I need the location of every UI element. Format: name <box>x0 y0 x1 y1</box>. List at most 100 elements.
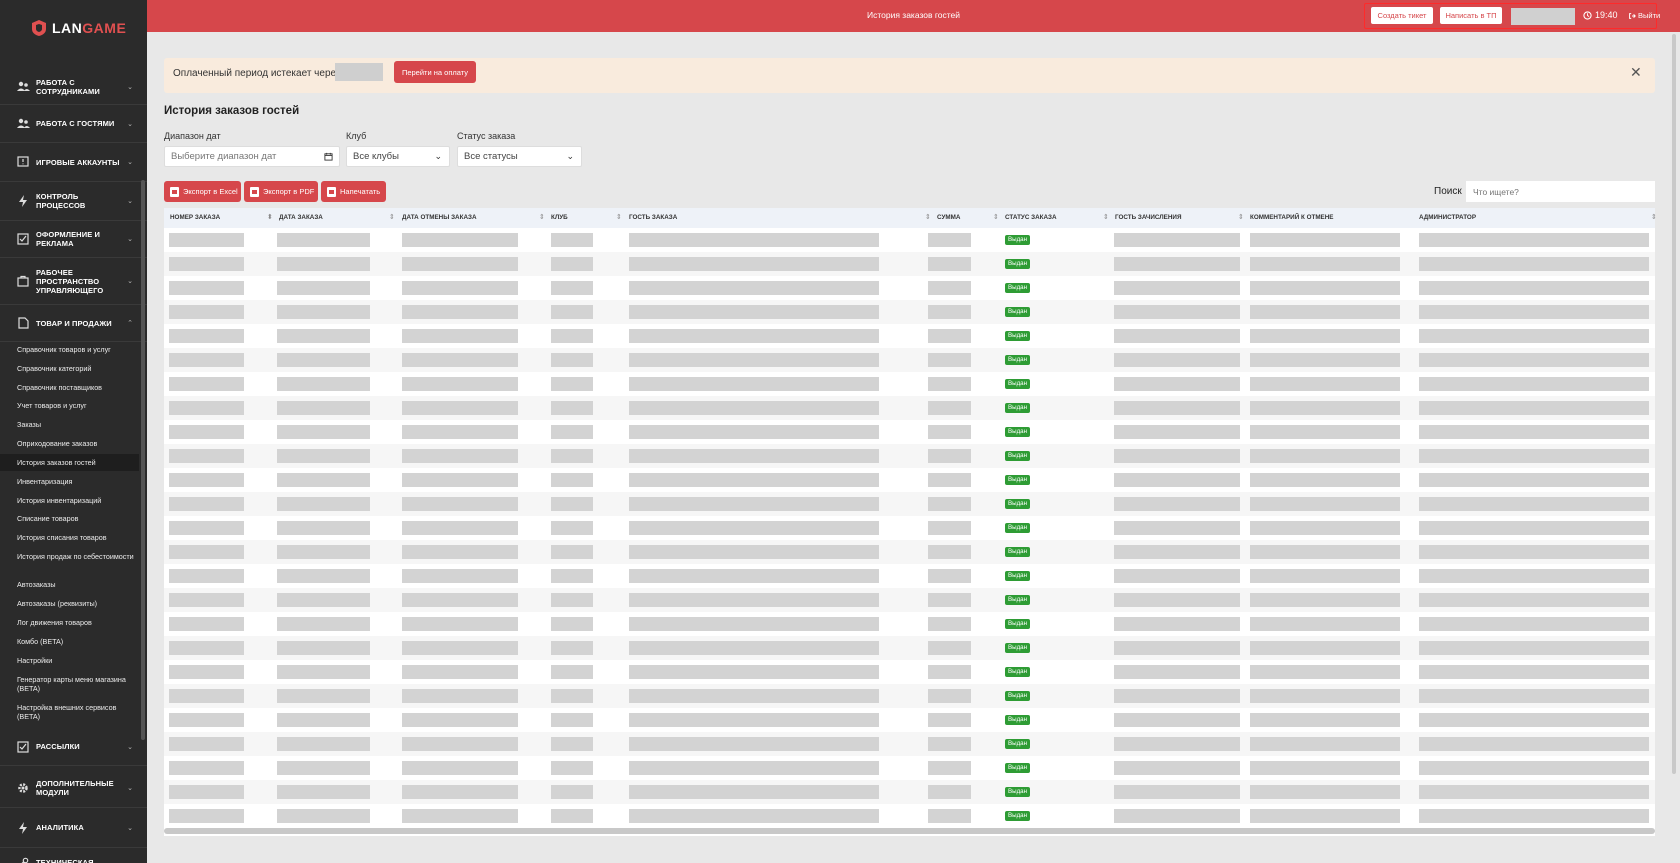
table-row[interactable]: Выдан <box>164 588 1655 612</box>
table-row[interactable]: Выдан <box>164 804 1655 828</box>
table-row[interactable]: Выдан <box>164 300 1655 324</box>
sidebar-subitem-13[interactable]: Автозаказы <box>17 580 56 589</box>
sidebar-subitem-5[interactable]: Заказы <box>17 420 42 429</box>
export-excel-button[interactable]: Экспорт в Excel <box>164 181 241 202</box>
sidebar-subitem-14[interactable]: Автозаказы (реквизиты) <box>17 599 98 608</box>
sidebar-subitem-3[interactable]: Справочник поставщиков <box>17 383 103 392</box>
sidebar-section-bottom-2[interactable]: Дополнительные модули ⌄ <box>0 768 147 808</box>
export-pdf-button[interactable]: Экспорт в PDF <box>244 181 318 202</box>
logo-text: LANGAME <box>52 20 127 36</box>
table-row[interactable]: Выдан <box>164 516 1655 540</box>
search-input[interactable] <box>1466 181 1655 202</box>
column-header-5[interactable]: Гость заказа <box>629 214 678 221</box>
table-row[interactable]: Выдан <box>164 708 1655 732</box>
sidebar-subitem-8[interactable]: Инвентаризация <box>17 477 73 486</box>
sidebar-subitem-4[interactable]: Учет товаров и услуг <box>17 401 87 410</box>
sidebar-section-3[interactable]: Игровые аккаунты ⌄ <box>0 143 147 182</box>
sort-icon[interactable]: ⇕ <box>925 214 931 221</box>
table-row[interactable]: Выдан <box>164 444 1655 468</box>
sidebar-subitem-9[interactable]: История инвентаризаций <box>17 496 102 505</box>
redacted-cell <box>928 521 971 535</box>
write-support-button[interactable]: Написать в ТП <box>1440 7 1502 24</box>
sidebar-section-6[interactable]: Рабочее пространство управляющего ⌄ <box>0 258 147 305</box>
status-badge: Выдан <box>1005 235 1031 245</box>
sort-icon[interactable]: ⇕ <box>1651 214 1657 221</box>
pdf-icon <box>250 186 259 197</box>
date-range-input[interactable]: Выберите диапазон дат <box>164 146 340 167</box>
table-row[interactable]: Выдан <box>164 228 1655 252</box>
table-row[interactable]: Выдан <box>164 540 1655 564</box>
table-row[interactable]: Выдан <box>164 420 1655 444</box>
sidebar-section-bottom-4[interactable]: Техническая ⌄ <box>0 848 147 863</box>
sort-icon[interactable]: ⬍ <box>267 214 273 221</box>
sidebar-subitem-7[interactable]: История заказов гостей <box>0 454 139 471</box>
column-header-6[interactable]: Сумма <box>937 214 961 221</box>
sidebar-subitem-2[interactable]: Справочник категорий <box>17 364 92 373</box>
sidebar-scrollbar[interactable] <box>141 180 145 740</box>
redacted-cell <box>1250 785 1400 799</box>
table-row[interactable]: Выдан <box>164 756 1655 780</box>
sort-icon[interactable]: ⇕ <box>539 214 545 221</box>
table-row[interactable]: Выдан <box>164 372 1655 396</box>
column-header-1[interactable]: Номер заказа <box>170 214 221 221</box>
create-ticket-button[interactable]: Создать тикет <box>1371 7 1433 24</box>
column-header-8[interactable]: Гость зачисления <box>1115 214 1182 221</box>
table-row[interactable]: Выдан <box>164 396 1655 420</box>
logout-link[interactable]: Выйти <box>1628 11 1660 20</box>
redacted-cell <box>402 521 518 535</box>
sort-icon[interactable]: ⇕ <box>993 214 999 221</box>
sidebar-section-bottom-1[interactable]: Рассылки ⌄ <box>0 728 147 766</box>
table-row[interactable]: Выдан <box>164 732 1655 756</box>
table-row[interactable]: Выдан <box>164 324 1655 348</box>
table-row[interactable]: Выдан <box>164 276 1655 300</box>
user-name-redacted[interactable] <box>1511 8 1575 25</box>
sidebar-subitem-17[interactable]: Настройки <box>17 656 53 665</box>
sidebar-subitem-16[interactable]: Комбо (BETA) <box>17 637 64 646</box>
table-row[interactable]: Выдан <box>164 780 1655 804</box>
order-status-select[interactable]: Все статусы ⌄ <box>457 146 582 167</box>
printer-icon <box>327 186 336 197</box>
sidebar-subitem-11[interactable]: История списания товаров <box>17 533 107 542</box>
sidebar-subitem-12[interactable]: История продаж по себестоимости <box>17 552 134 561</box>
print-button[interactable]: Напечатать <box>321 181 386 202</box>
column-header-10[interactable]: Администратор <box>1419 214 1477 221</box>
table-row[interactable]: Выдан <box>164 492 1655 516</box>
sidebar-section-7[interactable]: Товар и продажи ⌃ <box>0 305 147 342</box>
page-scrollbar[interactable] <box>1672 34 1676 774</box>
sort-icon[interactable]: ⇕ <box>1103 214 1109 221</box>
table-row[interactable]: Выдан <box>164 660 1655 684</box>
sort-icon[interactable]: ⇕ <box>389 214 395 221</box>
sidebar-section-2[interactable]: Работа с гостями ⌄ <box>0 105 147 143</box>
sidebar-section-1[interactable]: Работа с сотрудниками ⌄ <box>0 69 147 105</box>
table-row[interactable]: Выдан <box>164 612 1655 636</box>
sidebar-subitem-10[interactable]: Списание товаров <box>17 514 79 523</box>
column-header-9[interactable]: Комментарий к отмене <box>1250 214 1334 221</box>
close-icon[interactable]: ✕ <box>1630 64 1642 80</box>
redacted-cell <box>1419 665 1649 679</box>
sidebar-section-bottom-3[interactable]: Аналитика ⌄ <box>0 808 147 848</box>
sidebar-section-4[interactable]: Контроль процессов ⌄ <box>0 182 147 221</box>
column-header-2[interactable]: Дата заказа <box>279 214 323 221</box>
sort-icon[interactable]: ⇕ <box>1238 214 1244 221</box>
go-to-payment-button[interactable]: Перейти на оплату <box>394 61 476 83</box>
table-horizontal-scrollbar[interactable] <box>164 828 1655 834</box>
sidebar-section-5[interactable]: Оформление и реклама ⌄ <box>0 221 147 258</box>
club-select[interactable]: Все клубы ⌄ <box>346 146 450 167</box>
sidebar-subitem-6[interactable]: Оприходование заказов <box>17 439 98 448</box>
sidebar-subitem-15[interactable]: Лог движения товаров <box>17 618 92 627</box>
column-header-3[interactable]: Дата отмены заказа <box>402 214 477 221</box>
sidebar-subitem-1[interactable]: Справочник товаров и услуг <box>17 345 111 354</box>
sort-icon[interactable]: ⇕ <box>616 214 622 221</box>
table-row[interactable]: Выдан <box>164 564 1655 588</box>
table-row[interactable]: Выдан <box>164 252 1655 276</box>
table-row[interactable]: Выдан <box>164 348 1655 372</box>
sidebar-subitem-19[interactable]: Настройка внешних сервисов (BETA) <box>17 703 117 721</box>
table-row[interactable]: Выдан <box>164 684 1655 708</box>
redacted-cell <box>629 329 879 343</box>
column-header-4[interactable]: Клуб <box>551 214 568 221</box>
table-row[interactable]: Выдан <box>164 468 1655 492</box>
column-header-7[interactable]: Статус заказа <box>1005 214 1057 221</box>
sidebar-subitem-18[interactable]: Генератор карты меню магазина (BETA) <box>17 675 126 693</box>
logo[interactable]: LANGAME <box>0 0 147 56</box>
table-row[interactable]: Выдан <box>164 636 1655 660</box>
